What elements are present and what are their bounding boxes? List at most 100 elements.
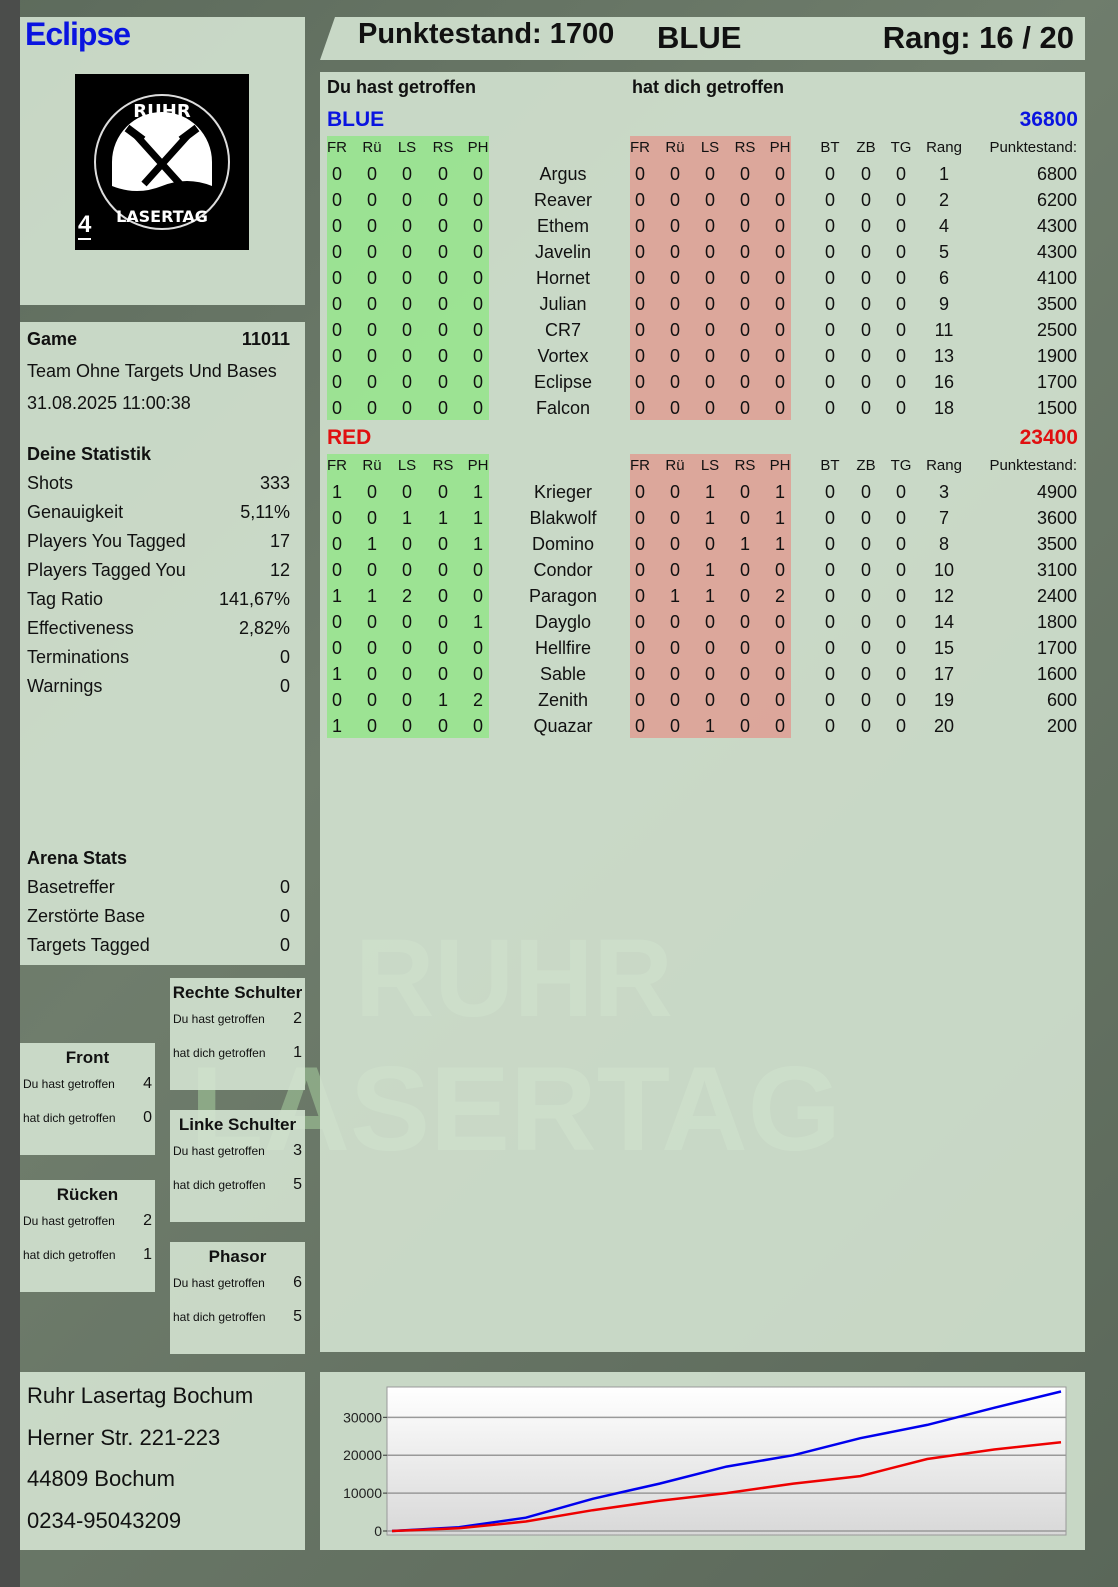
column-header: Rü: [665, 457, 685, 474]
hit-you-value: 0: [704, 534, 716, 554]
stat-label: Shots: [27, 473, 74, 493]
score-value: 1800: [1036, 612, 1077, 632]
you-hit-value: 0: [472, 372, 484, 392]
hit-you-value: 0: [774, 164, 786, 184]
hit-you-value: 0: [774, 320, 786, 340]
hit-you-value: 0: [704, 320, 716, 340]
bt-value: 0: [824, 346, 836, 366]
hit-you-value: 1: [774, 534, 786, 554]
rank-value: 4: [938, 216, 950, 236]
player-name: Javelin: [534, 242, 592, 262]
hit-you-value: 0: [739, 164, 751, 184]
player-name: Dayglo: [534, 612, 592, 632]
score-value: 1700: [1036, 638, 1077, 658]
header-bar: [320, 17, 1085, 60]
tg-value: 0: [895, 320, 907, 340]
arena-stat-value: 0: [279, 877, 290, 897]
hit-you-label: hat dich getroffen: [173, 1046, 266, 1060]
team-score: 36800: [1019, 108, 1078, 131]
team-name: RED: [327, 426, 372, 449]
you-hit-value: 0: [366, 690, 378, 710]
rank-value: 16: [933, 372, 955, 392]
zb-value: 0: [860, 586, 872, 606]
tg-value: 0: [895, 690, 907, 710]
you-hit-value: 0: [472, 398, 484, 418]
you-hit-value: 0: [437, 190, 449, 210]
you-hit-value: 0: [331, 638, 343, 658]
zb-value: 0: [860, 268, 872, 288]
game-datetime: 31.08.2025 11:00:38: [27, 393, 191, 413]
hit-you-value: 0: [669, 268, 681, 288]
hit-you-value: 1: [704, 586, 716, 606]
stat-value: 333: [259, 473, 290, 493]
hit-you-value: 0: [634, 346, 646, 366]
bt-value: 0: [824, 690, 836, 710]
player-name: Eclipse: [25, 16, 131, 52]
hit-you-value: 0: [634, 534, 646, 554]
tg-value: 0: [895, 294, 907, 314]
you-hit-value: 0: [331, 320, 343, 340]
you-hit-value: 0: [366, 268, 378, 288]
you-hit-count: 2: [143, 1212, 152, 1229]
column-header: RS: [734, 457, 756, 474]
you-hit-value: 0: [366, 164, 378, 184]
you-hit-value: 0: [366, 216, 378, 236]
column-header: Punktestand:: [989, 139, 1077, 156]
column-header: PH: [467, 457, 489, 474]
you-hit-value: 0: [437, 398, 449, 418]
stat-value: 0: [279, 676, 290, 696]
score-value: 200: [1046, 716, 1077, 736]
rank-value: 7: [938, 508, 950, 528]
zb-value: 0: [860, 242, 872, 262]
column-header: LS: [397, 457, 417, 474]
you-hit-value: 0: [437, 638, 449, 658]
column-header: FR: [630, 139, 650, 156]
bt-value: 0: [824, 560, 836, 580]
hit-you-value: 0: [704, 664, 716, 684]
you-hit-value: 0: [401, 638, 413, 658]
player-name: Zenith: [537, 690, 589, 710]
arena-stat-value: 0: [279, 906, 290, 926]
you-hit-value: 1: [331, 716, 343, 736]
y-tick-label: 0: [374, 1523, 382, 1539]
hit-you-value: 0: [704, 638, 716, 658]
hit-you-value: 0: [634, 612, 646, 632]
stat-label: Players Tagged You: [27, 560, 186, 580]
zb-value: 0: [860, 346, 872, 366]
hit-you-value: 0: [774, 346, 786, 366]
column-header: Rü: [362, 139, 382, 156]
hit-you-value: 0: [634, 372, 646, 392]
tg-value: 0: [895, 612, 907, 632]
hit-you-value: 0: [774, 664, 786, 684]
hit-you-value: 0: [739, 482, 751, 502]
rank-value: 18: [933, 398, 955, 418]
hit-you-value: 0: [669, 612, 681, 632]
hit-you-value: 0: [669, 294, 681, 314]
stat-label: Warnings: [27, 676, 103, 696]
you-hit-value: 0: [331, 346, 343, 366]
hit-you-value: 0: [774, 612, 786, 632]
hit-you-value: 0: [669, 638, 681, 658]
hit-you-value: 0: [704, 216, 716, 236]
rank-value: 14: [933, 612, 955, 632]
you-hit-value: 0: [437, 346, 449, 366]
zb-value: 0: [860, 164, 872, 184]
you-hit-value: 0: [401, 482, 413, 502]
tg-value: 0: [895, 372, 907, 392]
you-hit-value: 0: [437, 612, 449, 632]
zb-value: 0: [860, 612, 872, 632]
hit-you-value: 0: [739, 216, 751, 236]
bt-value: 0: [824, 268, 836, 288]
hit-you-value: 0: [774, 242, 786, 262]
bt-value: 0: [824, 398, 836, 418]
you-hit-block: [327, 136, 489, 420]
score-value: 6200: [1036, 190, 1077, 210]
hit-zone-ruecken: Rücken Du hast getroffen 2 hat dich getroff…: [20, 1180, 155, 1292]
zb-value: 0: [860, 320, 872, 340]
hit-you-value: 0: [704, 690, 716, 710]
you-hit-value: 1: [366, 586, 378, 606]
you-hit-value: 1: [437, 508, 449, 528]
score-value: 4300: [1036, 216, 1077, 236]
score-value: 1700: [1036, 372, 1077, 392]
you-hit-block: [327, 454, 489, 738]
